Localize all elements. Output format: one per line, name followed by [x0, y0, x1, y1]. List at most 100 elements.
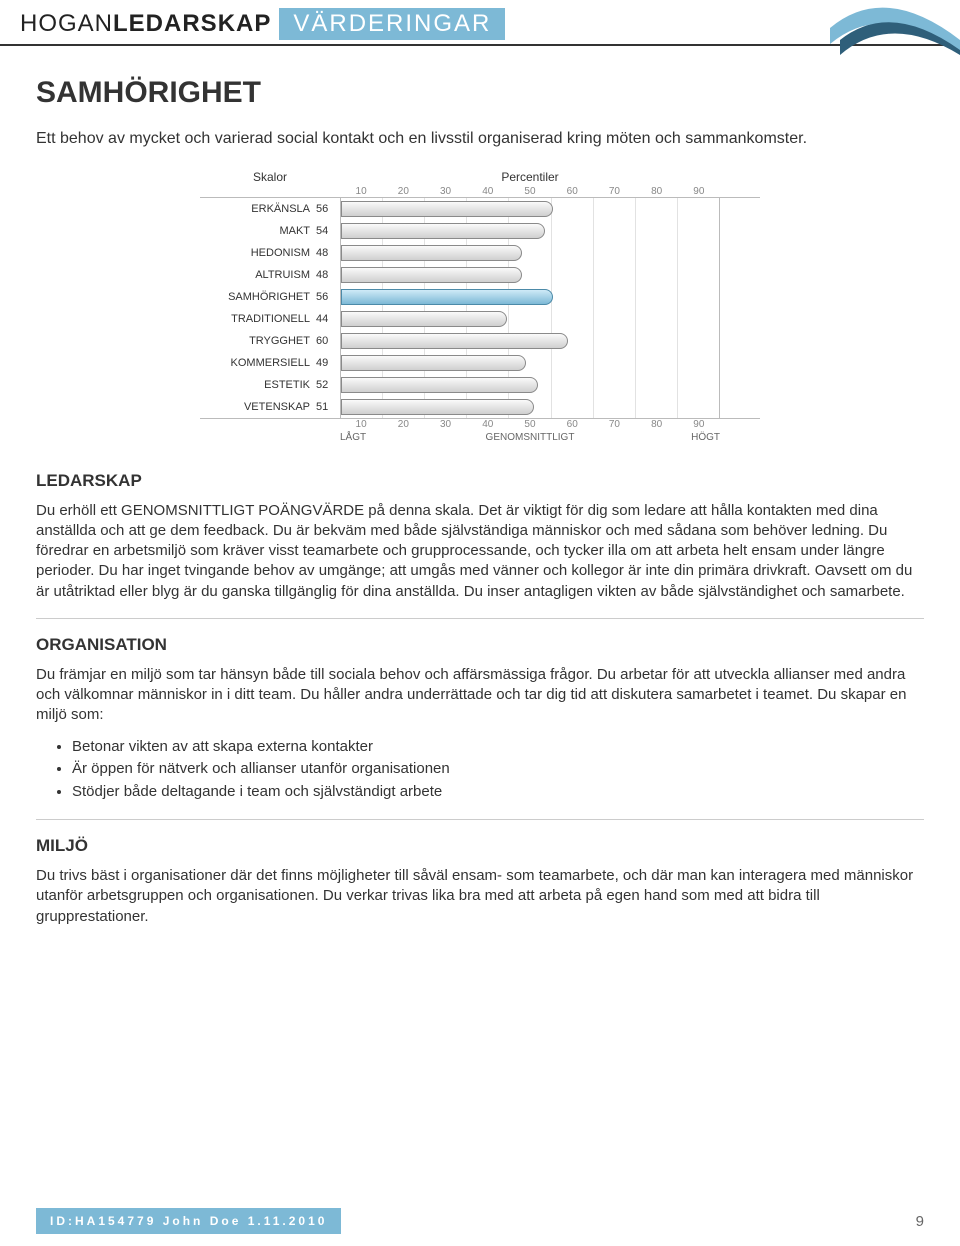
chart-legend: LÅGT GENOMSNITTLIGT HÖGT [340, 432, 720, 443]
ledarskap-body: Du erhöll ett GENOMSNITTLIGT POÄNGVÄRDE … [36, 501, 924, 602]
chart-row-barcell [340, 264, 720, 286]
brand-text: HOGANLEDARSKAP [20, 10, 271, 38]
chart-row: KOMMERSIELL49 [200, 352, 760, 374]
axis-tick: 20 [382, 419, 424, 430]
footer-id: ID:HA154779 John Doe 1.11.2010 [36, 1208, 341, 1234]
divider [36, 618, 924, 619]
ledarskap-title: LEDARSKAP [36, 471, 924, 491]
section-ledarskap: LEDARSKAP Du erhöll ett GENOMSNITTLIGT P… [36, 471, 924, 602]
chart-row-label: ESTETIK [200, 379, 316, 391]
chart-row-value: 60 [316, 335, 340, 347]
axis-tick: 80 [636, 186, 678, 197]
chart-row-barcell [340, 396, 720, 418]
axis-tick: 90 [678, 419, 720, 430]
divider [36, 819, 924, 820]
axis-tick: 90 [678, 186, 720, 197]
chart-bar [341, 333, 568, 349]
miljo-title: MILJÖ [36, 836, 924, 856]
chart-row-value: 56 [316, 203, 340, 215]
organisation-body: Du främjar en miljö som tar hänsyn både … [36, 665, 924, 726]
chart-bar [341, 201, 553, 217]
chart-row-value: 44 [316, 313, 340, 325]
chart-row-value: 49 [316, 357, 340, 369]
chart-row-label: TRADITIONELL [200, 313, 316, 325]
chart-axis-top: 102030405060708090 [340, 186, 720, 197]
legend-low: LÅGT [340, 432, 467, 443]
axis-tick: 80 [636, 419, 678, 430]
chart-row: TRYGGHET60 [200, 330, 760, 352]
chart-row-value: 51 [316, 401, 340, 413]
header-swoosh-icon [830, 0, 960, 55]
chart-row: ERKÄNSLA56 [200, 198, 760, 220]
chart-bar [341, 289, 553, 305]
chart-row-value: 54 [316, 225, 340, 237]
chart-row: TRADITIONELL44 [200, 308, 760, 330]
chart-row-label: MAKT [200, 225, 316, 237]
axis-tick: 60 [551, 186, 593, 197]
page-header: HOGANLEDARSKAP VÄRDERINGAR [0, 0, 960, 46]
page-number: 9 [916, 1213, 924, 1230]
axis-tick: 70 [593, 186, 635, 197]
axis-tick: 40 [467, 186, 509, 197]
brand-pill: VÄRDERINGAR [279, 8, 505, 40]
brand-part-2: LEDARSKAP [113, 10, 271, 37]
chart-row-label: TRYGGHET [200, 335, 316, 347]
axis-tick: 20 [382, 186, 424, 197]
organisation-bullets: Betonar vikten av att skapa externa kont… [72, 736, 924, 804]
chart-row-barcell [340, 198, 720, 220]
bullet-item: Betonar vikten av att skapa externa kont… [72, 736, 924, 759]
axis-tick: 70 [593, 419, 635, 430]
axis-tick: 60 [551, 419, 593, 430]
organisation-title: ORGANISATION [36, 635, 924, 655]
miljo-body: Du trivs bäst i organisationer där det f… [36, 866, 924, 927]
chart-row-barcell [340, 374, 720, 396]
chart-row-value: 48 [316, 269, 340, 281]
section-intro: Ett behov av mycket och varierad social … [36, 128, 924, 150]
chart-bar [341, 355, 526, 371]
chart-row-barcell [340, 242, 720, 264]
chart-row-label: ALTRUISM [200, 269, 316, 281]
chart-row-barcell [340, 220, 720, 242]
chart-row: HEDONISM48 [200, 242, 760, 264]
chart-row-barcell [340, 352, 720, 374]
page-content: SAMHÖRIGHET Ett behov av mycket och vari… [0, 46, 960, 927]
chart-row-label: ERKÄNSLA [200, 203, 316, 215]
chart-row: ESTETIK52 [200, 374, 760, 396]
chart-grid: ERKÄNSLA56MAKT54HEDONISM48ALTRUISM48SAMH… [200, 197, 760, 419]
section-miljo: MILJÖ Du trivs bäst i organisationer där… [36, 836, 924, 927]
axis-tick: 50 [509, 186, 551, 197]
bullet-item: Är öppen för nätverk och allianser utanf… [72, 758, 924, 781]
chart-bar [341, 311, 507, 327]
chart-axis-bottom: 102030405060708090 [340, 419, 720, 430]
chart-row-value: 48 [316, 247, 340, 259]
chart-row-label: KOMMERSIELL [200, 357, 316, 369]
chart-bar [341, 223, 545, 239]
chart-row: VETENSKAP51 [200, 396, 760, 418]
chart-row-value: 56 [316, 291, 340, 303]
axis-tick: 50 [509, 419, 551, 430]
bullet-item: Stödjer både deltagande i team och själv… [72, 781, 924, 804]
chart-label-header: Skalor [200, 170, 340, 186]
chart-bar [341, 245, 522, 261]
chart-value-header: Percentiler [340, 170, 720, 186]
axis-tick: 30 [424, 186, 466, 197]
chart-bar [341, 399, 534, 415]
chart-row: ALTRUISM48 [200, 264, 760, 286]
chart-bar [341, 377, 538, 393]
axis-tick: 40 [467, 419, 509, 430]
chart-row: MAKT54 [200, 220, 760, 242]
chart-row-label: VETENSKAP [200, 401, 316, 413]
percentile-chart: Skalor Percentiler 102030405060708090 ER… [200, 170, 760, 443]
chart-row-barcell [340, 308, 720, 330]
legend-mid: GENOMSNITTLIGT [467, 432, 594, 443]
section-title: SAMHÖRIGHET [36, 76, 924, 110]
axis-tick: 10 [340, 186, 382, 197]
chart-bar [341, 267, 522, 283]
axis-tick: 10 [340, 419, 382, 430]
axis-tick: 30 [424, 419, 466, 430]
section-organisation: ORGANISATION Du främjar en miljö som tar… [36, 635, 924, 803]
chart-row-barcell [340, 286, 720, 308]
chart-row-value: 52 [316, 379, 340, 391]
chart-row-label: HEDONISM [200, 247, 316, 259]
page-footer: ID:HA154779 John Doe 1.11.2010 9 [0, 1208, 960, 1234]
